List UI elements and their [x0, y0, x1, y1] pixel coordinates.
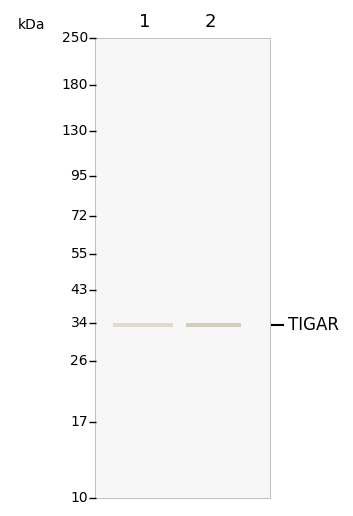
Text: 2: 2 [204, 13, 216, 31]
Text: 55: 55 [71, 247, 88, 262]
Bar [185, 323, 240, 327]
Text: 43: 43 [71, 283, 88, 297]
Text: 250: 250 [62, 31, 88, 45]
Text: 72: 72 [71, 209, 88, 223]
Text: 34: 34 [71, 316, 88, 330]
Text: 17: 17 [70, 415, 88, 429]
Text: 1: 1 [139, 13, 151, 31]
Text: 26: 26 [70, 354, 88, 368]
Text: 130: 130 [62, 124, 88, 138]
Text: 95: 95 [70, 169, 88, 183]
Text: TIGAR: TIGAR [288, 316, 339, 334]
Text: kDa: kDa [18, 18, 46, 32]
Text: 10: 10 [70, 491, 88, 505]
Bar [95, 38, 270, 498]
Text: 180: 180 [61, 78, 88, 92]
Bar [113, 323, 173, 327]
